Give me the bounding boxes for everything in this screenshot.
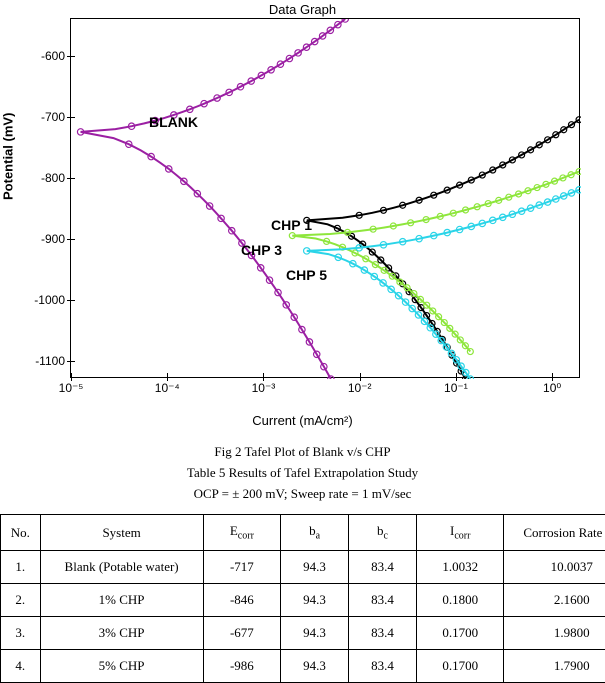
table-cell: 1.0032: [416, 550, 504, 583]
table-cell: 83.4: [349, 616, 417, 649]
table-cell: 94.3: [281, 616, 349, 649]
table-cell: 2.: [1, 583, 41, 616]
x-axis-label: Current (mA/cm²): [0, 413, 605, 428]
table-cell: 83.4: [349, 550, 417, 583]
table-cell: 83.4: [349, 649, 417, 682]
table-cell: 10.0037: [504, 550, 605, 583]
table-cell: 83.4: [349, 583, 417, 616]
col-header: No.: [1, 515, 41, 551]
col-header: System: [40, 515, 203, 551]
table-cell: 4.: [1, 649, 41, 682]
table-cell: 1.: [1, 550, 41, 583]
y-axis-label: Potential (mV): [1, 113, 16, 200]
col-header: ba: [281, 515, 349, 551]
y-tick-label: -1000: [34, 293, 71, 307]
table-cell: 0.1700: [416, 616, 504, 649]
fig-caption: Fig 2 Tafel Plot of Blank v/s CHP: [0, 442, 605, 463]
table-cell: 94.3: [281, 583, 349, 616]
table-cell: 1.7900: [504, 649, 605, 682]
table-cell: Blank (Potable water): [40, 550, 203, 583]
table-row: 1.Blank (Potable water)-71794.383.41.003…: [1, 550, 605, 583]
table-cell: 3% CHP: [40, 616, 203, 649]
series-label-chp1: CHP 1: [271, 217, 312, 233]
table-cell: -986: [203, 649, 280, 682]
table-cell: 2.1600: [504, 583, 605, 616]
plot-svg: [71, 19, 581, 379]
table-cell: -717: [203, 550, 280, 583]
table-row: 3.3% CHP-67794.383.40.17001.9800: [1, 616, 605, 649]
table-cell: 94.3: [281, 550, 349, 583]
table-cell: 1.9800: [504, 616, 605, 649]
results-table: No.SystemEcorrbabcIcorrCorrosion Rate (m…: [0, 514, 605, 683]
series-blank: [81, 19, 346, 379]
table-cell: -677: [203, 616, 280, 649]
conditions-caption: OCP = ± 200 mV; Sweep rate = 1 mV/sec: [0, 484, 605, 505]
col-header: Corrosion Rate (m: [504, 515, 605, 551]
table-cell: -846: [203, 583, 280, 616]
col-header: Icorr: [416, 515, 504, 551]
table-cell: 1% CHP: [40, 583, 203, 616]
table-cell: 0.1700: [416, 649, 504, 682]
tafel-chart: Data Graph Potential (mV) -600-700-800-9…: [0, 0, 605, 430]
y-tick-label: -1100: [35, 354, 71, 368]
chart-title: Data Graph: [0, 2, 605, 17]
table-row: 2.1% CHP-84694.383.40.18002.1600: [1, 583, 605, 616]
plot-area: -600-700-800-900-1000-110010⁻⁵10⁻⁴10⁻³10…: [70, 18, 580, 378]
series-label-blank: BLANK: [149, 114, 198, 130]
table-row: 4.5% CHP-98694.383.40.17001.7900: [1, 649, 605, 682]
series-label-chp5: CHP 5: [286, 267, 327, 283]
table-cell: 94.3: [281, 649, 349, 682]
col-header: Ecorr: [203, 515, 280, 551]
captions: Fig 2 Tafel Plot of Blank v/s CHP Table …: [0, 442, 605, 504]
table-caption: Table 5 Results of Tafel Extrapolation S…: [0, 463, 605, 484]
series-label-chp3: CHP 3: [241, 242, 282, 258]
table-cell: 5% CHP: [40, 649, 203, 682]
col-header: bc: [349, 515, 417, 551]
series-chp3: [292, 172, 579, 352]
table-cell: 0.1800: [416, 583, 504, 616]
table-cell: 3.: [1, 616, 41, 649]
results-table-wrap: No.SystemEcorrbabcIcorrCorrosion Rate (m…: [0, 514, 605, 683]
